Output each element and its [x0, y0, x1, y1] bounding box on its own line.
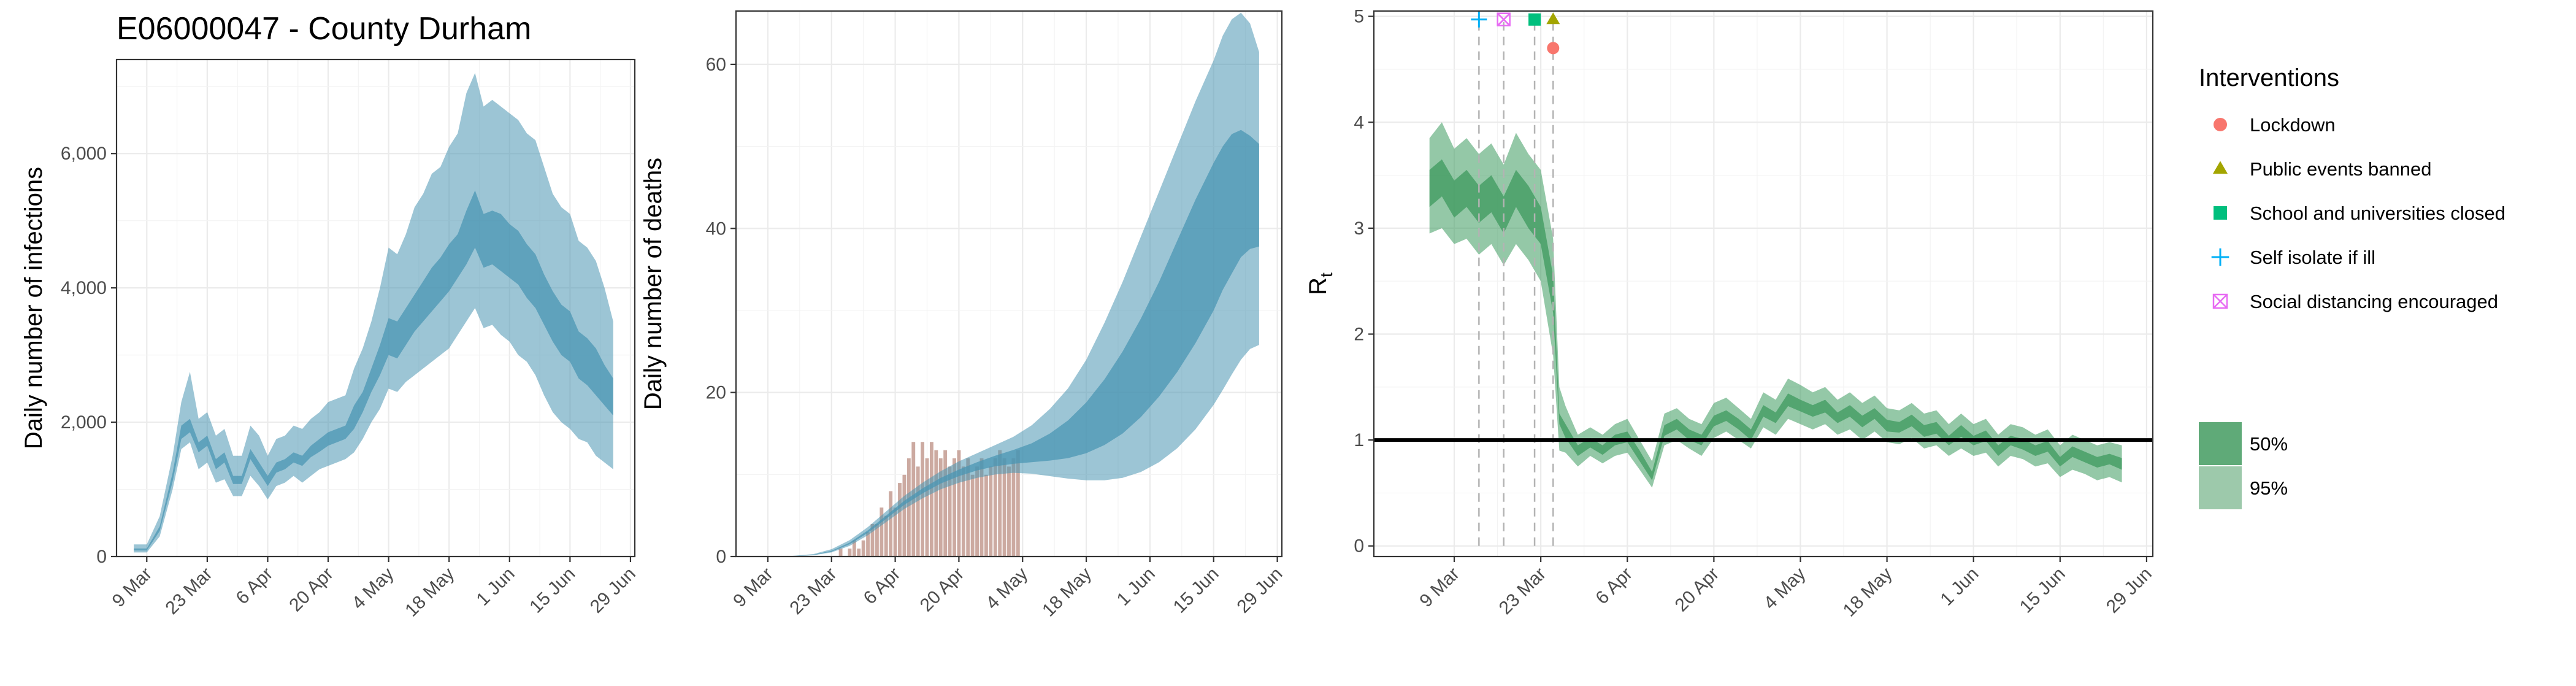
x-tick-label: 9 Mar — [1416, 564, 1463, 612]
y-tick-label: 6,000 — [61, 144, 107, 164]
band-50-infections — [134, 190, 613, 551]
death-bar — [915, 466, 921, 557]
figure-title: E06000047 - County Durham — [117, 11, 531, 47]
x-tick-label: 20 Apr — [285, 564, 337, 616]
x-tick-label: 15 Jun — [1170, 564, 1223, 617]
x-tick-label: 15 Jun — [526, 564, 579, 617]
y-axis-label-subscript: t — [1317, 272, 1336, 277]
legend-icon-square — [2214, 206, 2227, 220]
legend-icon-plus — [2211, 248, 2229, 266]
death-bar — [975, 466, 979, 557]
y-axis-label: Rt — [1305, 272, 1336, 295]
legend-icon-circle — [2214, 118, 2227, 131]
x-tick-label: 18 May — [1038, 564, 1095, 621]
legend-band-swatch — [2199, 422, 2242, 465]
panel-3: 0 1 2 3 4 5 9 Mar 23 Mar 6 Apr 20 Apr 4 May 18 May 1… — [1305, 7, 2156, 621]
x-tick-label: 23 Mar — [1495, 564, 1550, 619]
x-tick-label: 23 Mar — [161, 564, 216, 619]
y-tick-label: 40 — [706, 218, 726, 239]
death-bar — [929, 441, 934, 557]
intervention-marker — [1546, 12, 1560, 25]
grid — [1374, 11, 2153, 557]
death-bar — [888, 490, 893, 557]
legend-icon-triangle — [2212, 161, 2228, 174]
band-50-rt — [1429, 159, 2122, 480]
y-tick-label: 0 — [1354, 536, 1364, 557]
plot-frame — [735, 10, 1283, 558]
panel-1: 0 2,000 4,000 6,000 9 Mar 23 Mar 6 Apr 20 Apr 4 … — [20, 58, 640, 621]
legend-item-label: Lockdown — [2250, 114, 2336, 136]
x-tick-label: 23 Mar — [786, 564, 840, 619]
x-tick-label: 4 May — [982, 564, 1032, 614]
band-95-infections — [134, 72, 613, 553]
death-bar — [907, 458, 911, 557]
x-tick-label: 15 Jun — [2016, 564, 2069, 617]
death-bar — [933, 449, 939, 557]
legend-icon-boxcross — [2212, 293, 2228, 309]
plot-frame — [115, 58, 636, 558]
legend-band-swatch — [2199, 466, 2242, 509]
intervention-marker — [1547, 42, 1560, 55]
intervention-marker — [1528, 13, 1541, 26]
legend-band-label: 50% — [2250, 433, 2288, 455]
plot-background — [1374, 11, 2153, 557]
y-axis-label: Daily number of infections — [20, 167, 47, 449]
y-tick-label: 2 — [1354, 324, 1364, 344]
x-tick-label: 29 Jun — [1233, 564, 1287, 617]
x-tick-label: 18 May — [401, 564, 458, 621]
legend-item-label: Social distancing encouraged — [2250, 291, 2498, 312]
legend-band-label: 95% — [2250, 477, 2288, 499]
x-tick-label: 1 Jun — [1936, 564, 1982, 610]
panel-2: 0 20 40 60 9 Mar 23 Mar 6 Apr 20 Apr 4 May 18 May… — [640, 10, 1287, 621]
x-tick-label: 29 Jun — [586, 564, 640, 617]
x-tick-label: 6 Apr — [860, 564, 905, 609]
death-bar — [988, 466, 994, 557]
death-bars — [838, 441, 1021, 557]
death-bar — [897, 482, 902, 557]
legend-item-label: Self isolate if ill — [2250, 247, 2375, 268]
death-bar — [861, 539, 866, 557]
y-tick-label: 20 — [706, 383, 726, 403]
x-tick-label: 9 Mar — [109, 564, 156, 612]
legend-title: Interventions — [2199, 64, 2339, 91]
y-tick-label: 0 — [716, 547, 726, 567]
legend-item-label: Public events banned — [2250, 158, 2431, 180]
x-tick-label: 20 Apr — [916, 564, 968, 616]
y-tick-label: 60 — [706, 55, 726, 75]
y-tick-label: 4,000 — [61, 278, 107, 298]
y-tick-label: 4 — [1354, 112, 1364, 133]
y-tick-label: 0 — [96, 547, 107, 567]
death-bar — [924, 458, 930, 557]
death-bar — [943, 449, 948, 557]
legend: Interventions Lockdown Public events banne… — [2199, 64, 2505, 509]
x-tick-label: 6 Apr — [232, 564, 277, 609]
death-bar — [902, 474, 907, 557]
band-50-deaths — [749, 129, 1259, 557]
intervention-marker — [1471, 11, 1487, 28]
death-bar — [1006, 466, 1011, 557]
legend-item-label: School and universities closed — [2250, 202, 2505, 224]
y-tick-label: 3 — [1354, 218, 1364, 239]
intervention-marker — [1497, 12, 1511, 27]
y-tick-label: 5 — [1354, 7, 1364, 27]
x-tick-label: 9 Mar — [729, 564, 777, 612]
death-bar — [847, 548, 853, 557]
x-tick-label: 6 Apr — [1592, 564, 1636, 609]
x-tick-label: 4 May — [1760, 564, 1809, 614]
death-bar — [970, 474, 975, 557]
y-axis-label: Daily number of deaths — [640, 158, 667, 410]
death-bar — [984, 474, 989, 557]
x-tick-label: 29 Jun — [2103, 564, 2156, 617]
death-bar — [856, 548, 861, 557]
x-tick-label: 1 Jun — [1113, 564, 1159, 610]
x-tick-label: 1 Jun — [473, 564, 519, 610]
y-tick-label: 1 — [1354, 430, 1364, 450]
x-tick-label: 20 Apr — [1671, 564, 1723, 616]
x-tick-label: 4 May — [348, 564, 397, 614]
x-tick-label: 18 May — [1839, 564, 1896, 621]
y-tick-label: 2,000 — [61, 412, 107, 433]
plot-frame — [1373, 10, 2154, 558]
